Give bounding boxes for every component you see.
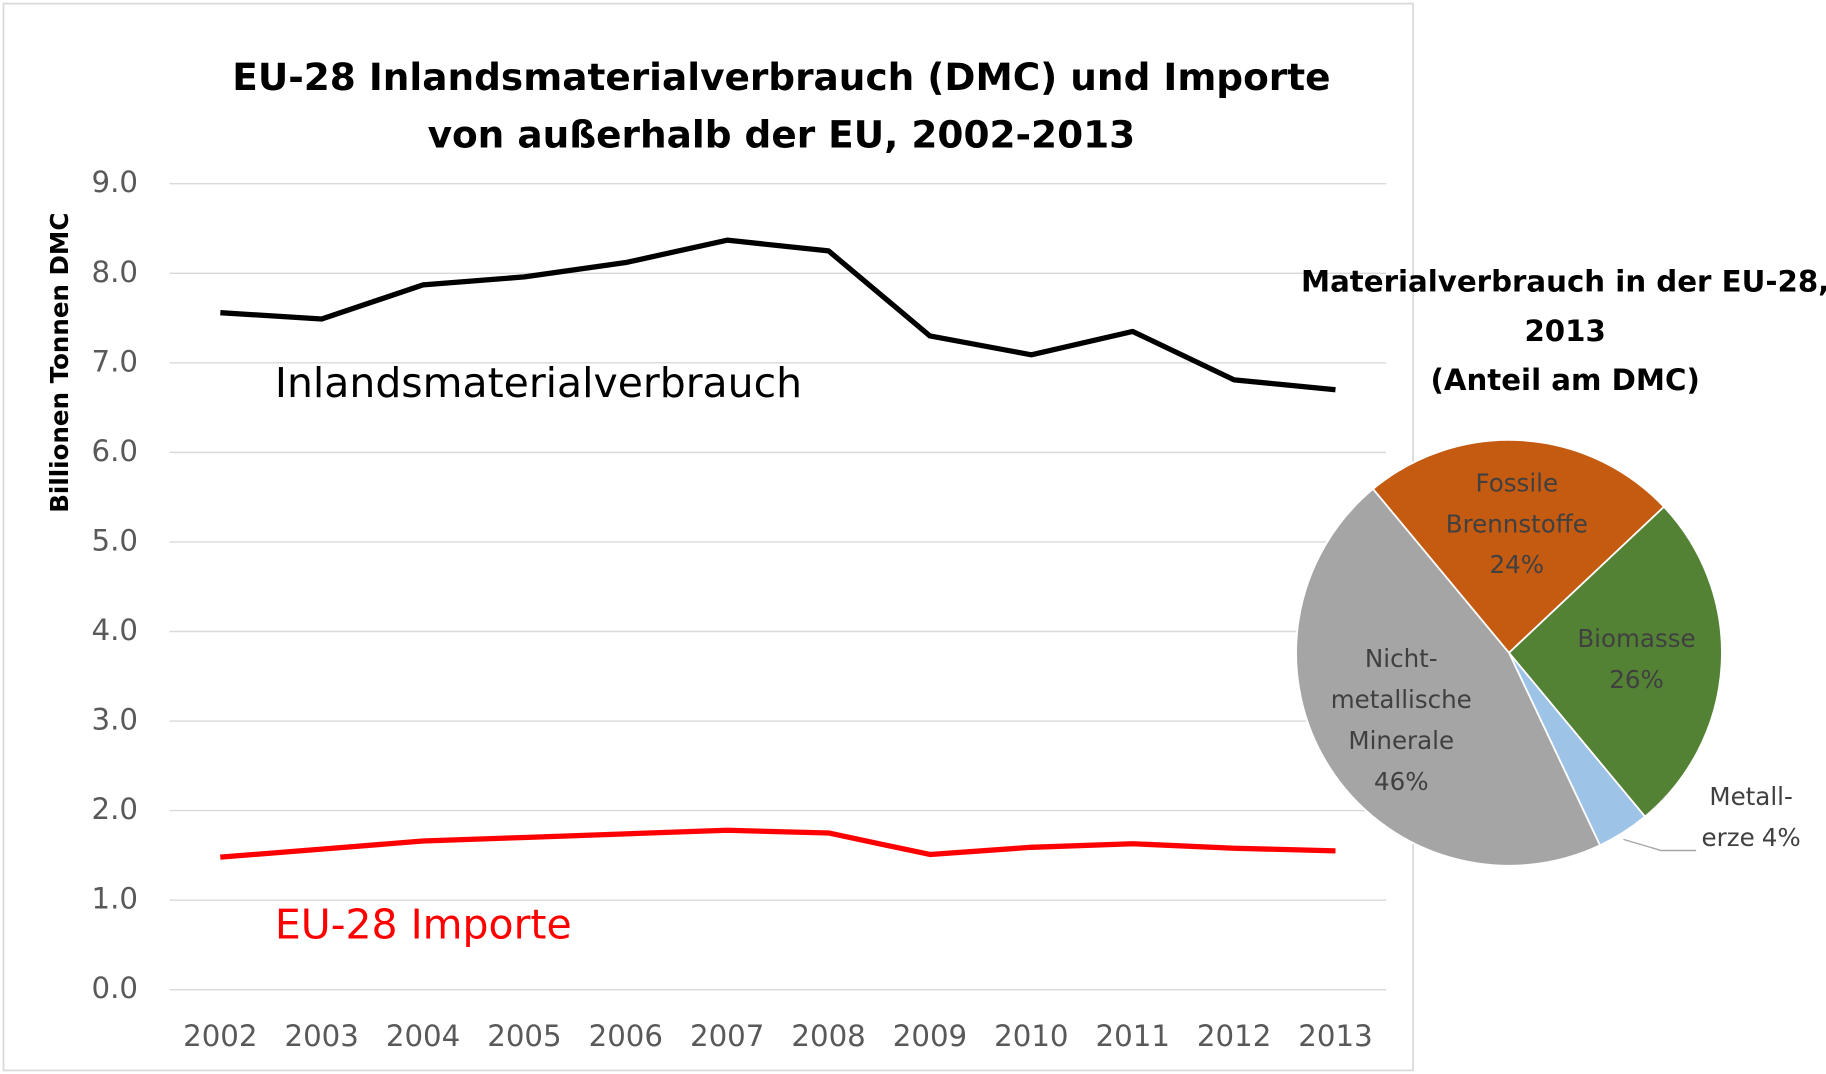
pie-value-label: 24% [1490,550,1545,579]
x-tick-label: 2005 [487,1019,561,1053]
pie-label: erze 4% [1702,823,1801,852]
pie-title: Materialverbrauch in der EU-28, [1301,265,1826,299]
y-tick-label: 9.0 [92,165,139,199]
y-tick-label: 6.0 [92,434,139,468]
x-tick-label: 2007 [690,1019,764,1053]
pie-slice [1371,439,1666,655]
series-label: EU-28 Importe [275,901,572,949]
pie-label: Fossile [1475,468,1558,497]
x-tick-label: 2004 [386,1019,460,1053]
series-label: Inlandsmaterialverbrauch [275,359,802,407]
pie-title: 2013 [1524,314,1605,348]
pie-slice [1507,505,1723,818]
line-series [220,827,1336,860]
x-tick-label: 2012 [1197,1019,1271,1053]
x-tick-label: 2002 [183,1019,257,1053]
y-tick-label: 3.0 [92,703,139,737]
x-tick-label: 2011 [1096,1019,1170,1053]
x-tick-label: 2003 [284,1019,358,1053]
chart-title: EU-28 Inlandsmaterialverbrauch (DMC) und… [232,55,1330,99]
pie-value-label: 4% [1762,823,1801,852]
y-tick-label: 0.0 [92,971,139,1005]
pie-label: metallische [1331,685,1472,714]
chart-title: von außerhalb der EU, 2002-2013 [428,112,1136,156]
pie-label-line: Metall- [1709,782,1792,811]
x-tick-label: 2010 [994,1019,1068,1053]
x-tick-label: 2008 [791,1019,865,1053]
y-tick-label: 5.0 [92,523,139,557]
pie-value-label: 46% [1374,767,1429,796]
pie-value-label: 26% [1609,665,1664,694]
y-tick-label: 7.0 [92,344,139,378]
pie-label: Metall- [1709,782,1792,811]
y-tick-label: 8.0 [92,255,139,289]
y-axis-label: Billionen Tonnen DMC [45,213,74,513]
line-series [220,237,1336,393]
y-tick-label: 4.0 [92,613,139,647]
x-tick-label: 2009 [893,1019,967,1053]
pie-label-line: erze [1702,823,1755,852]
leader-line [1623,838,1697,852]
pie-label: Nicht- [1365,644,1438,673]
pie-label: Minerale [1348,726,1454,755]
x-tick-label: 2013 [1298,1019,1372,1053]
pie-title: (Anteil am DMC) [1430,363,1699,397]
y-tick-label: 1.0 [92,882,139,916]
chart-frame [2,2,1414,1072]
x-tick-label: 2006 [589,1019,663,1053]
pie-slice [1295,487,1602,867]
pie-label: Biomasse [1577,624,1695,653]
y-tick-label: 2.0 [92,792,139,826]
pie-label: Brennstoffe [1446,509,1588,538]
